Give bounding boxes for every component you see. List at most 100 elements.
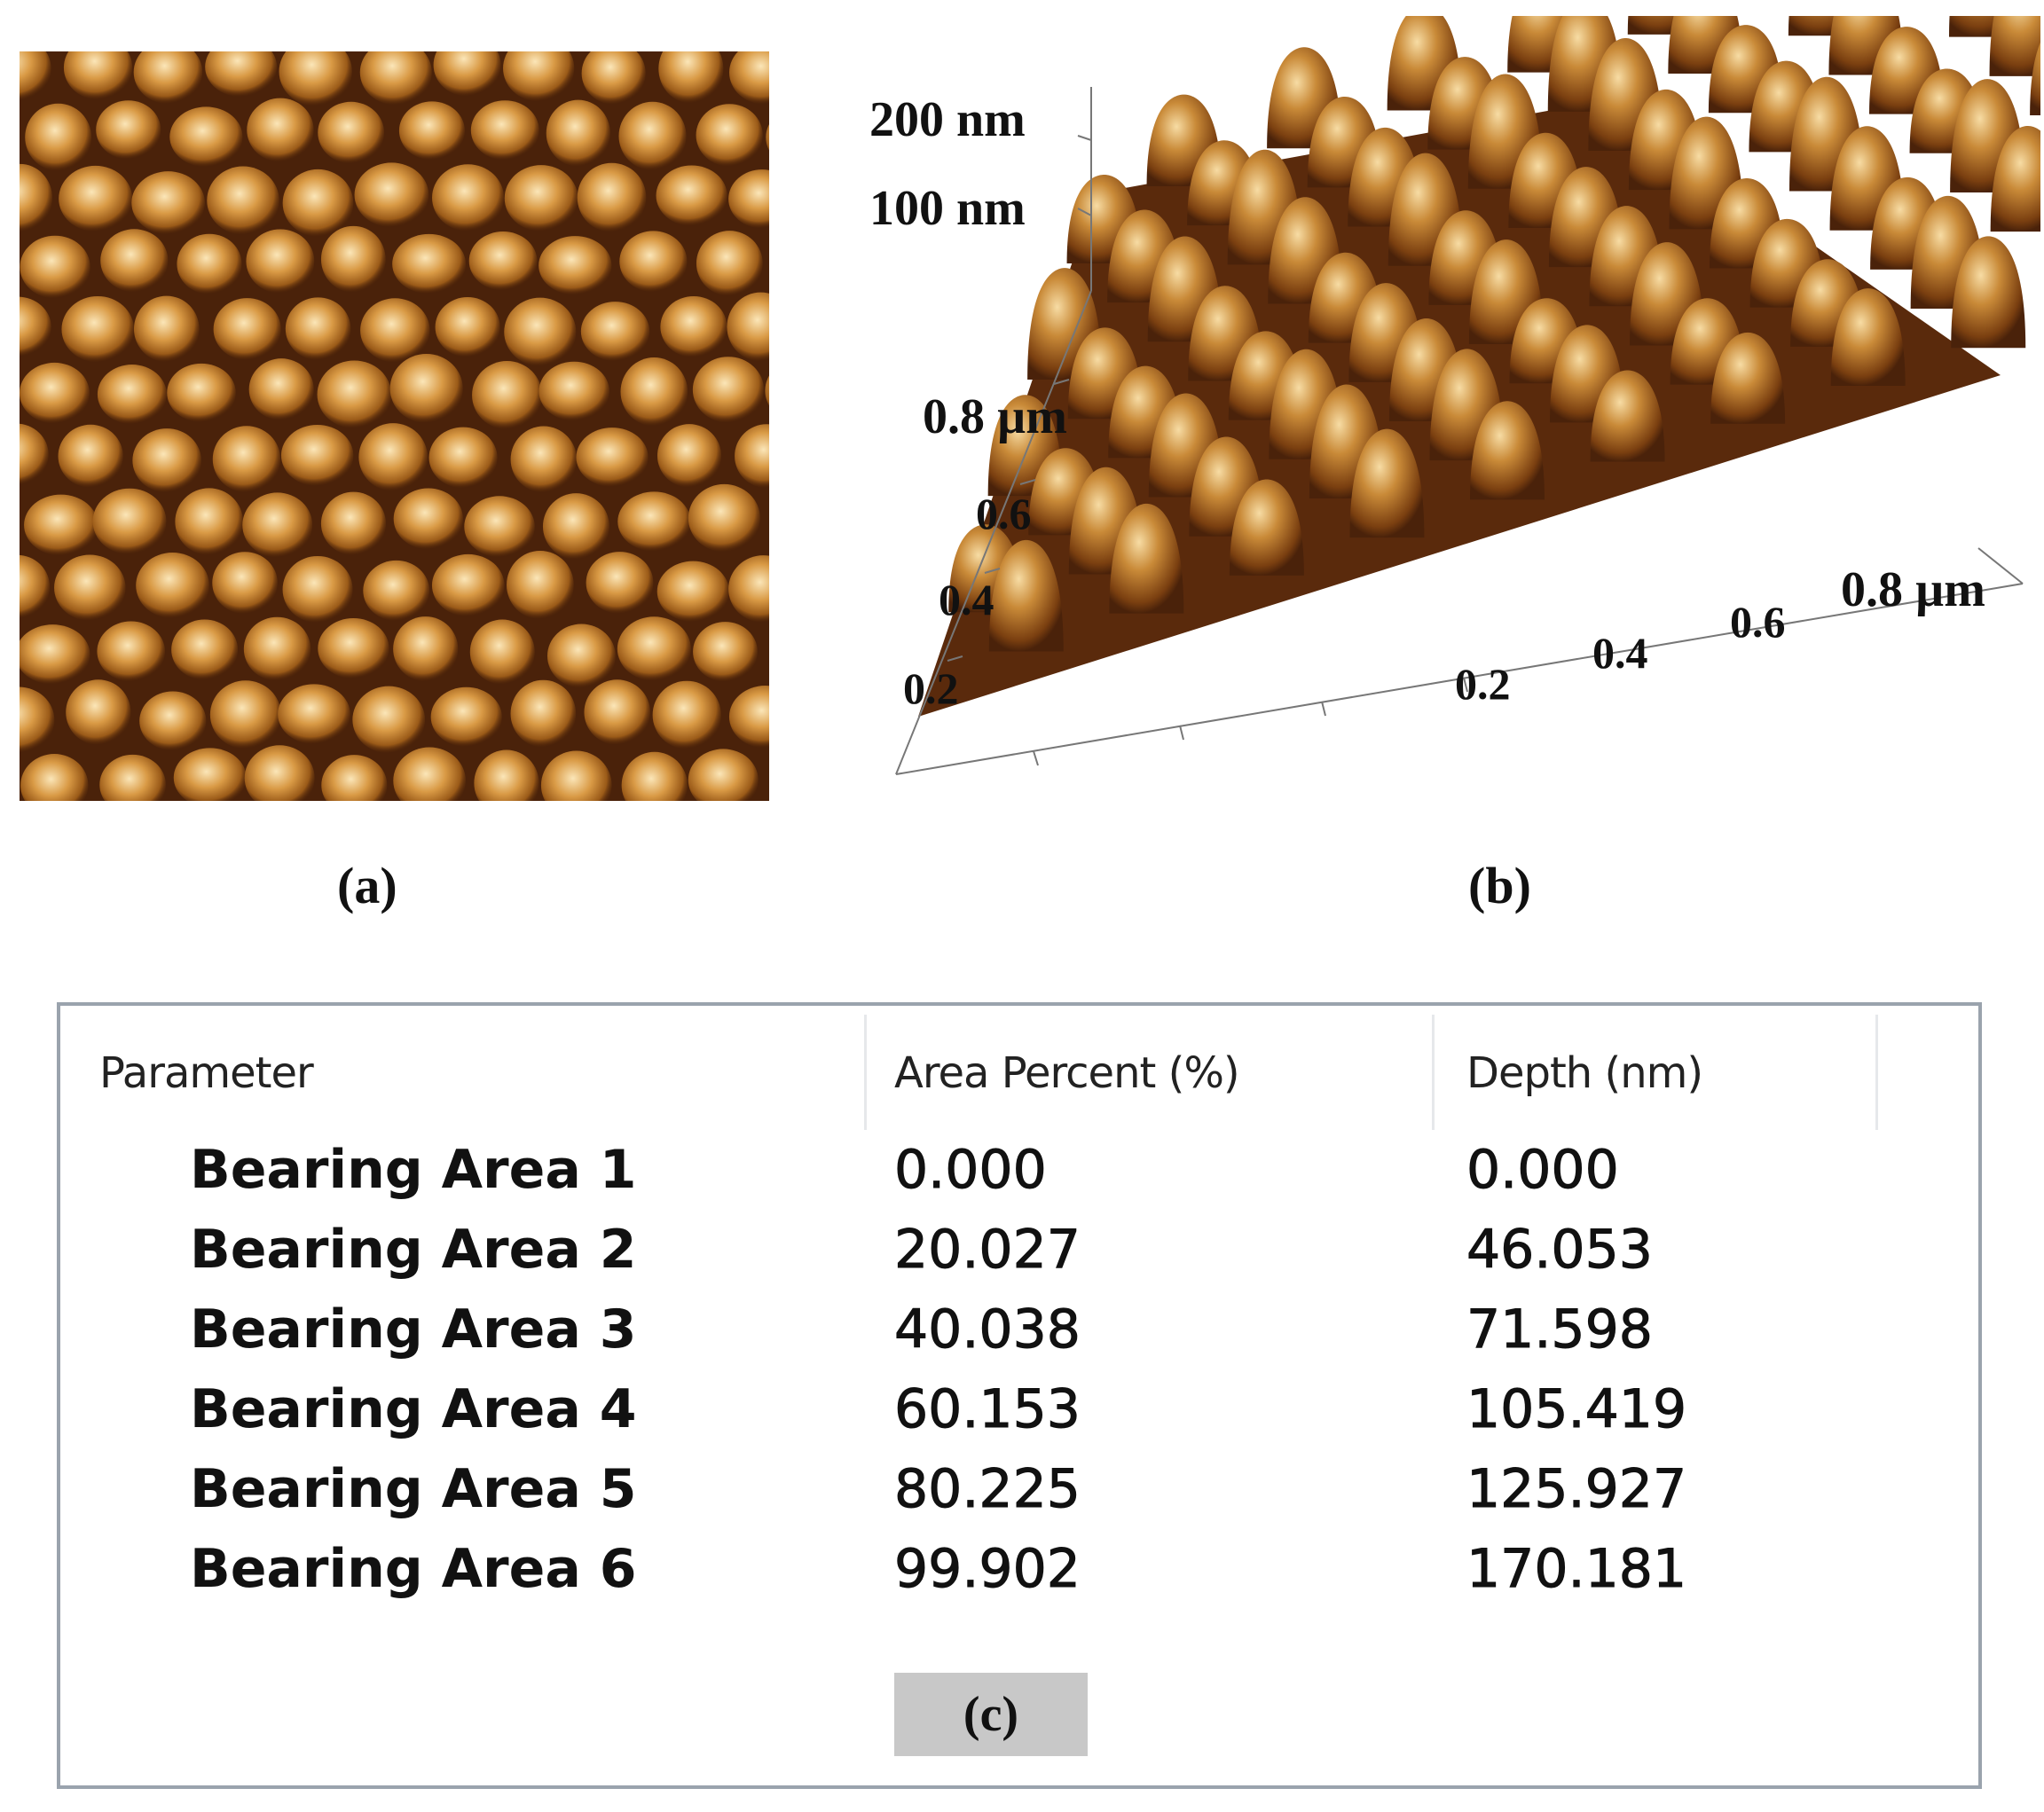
surface-bump: [617, 616, 691, 681]
surface-bump: [167, 363, 236, 422]
row-area-percent: 60.153: [894, 1378, 1081, 1441]
surface-bump: [1590, 370, 1665, 462]
row-label: Bearing Area 3: [190, 1298, 637, 1361]
surface-bump: [688, 483, 760, 553]
surface-bump: [280, 424, 354, 487]
surface-bump: [209, 680, 281, 749]
row-label: Bearing Area 4: [190, 1378, 637, 1440]
surface-bump: [139, 691, 207, 751]
surface-bump: [282, 169, 354, 237]
surface-bump: [580, 302, 650, 362]
surface-bump: [212, 426, 281, 493]
surface-bump: [503, 51, 575, 102]
surface-bump: [539, 361, 609, 421]
row-label: Bearing Area 6: [190, 1538, 637, 1600]
surface-bump: [24, 494, 98, 556]
surface-bump: [320, 491, 386, 555]
surface-bump: [96, 100, 161, 160]
surface-bump: [2030, 42, 2040, 115]
surface-bump: [656, 561, 729, 623]
surface-bump: [244, 745, 315, 801]
header-area-percent: Area Percent (%): [894, 1048, 1240, 1098]
surface-bump: [430, 686, 502, 747]
surface-bump: [393, 616, 459, 682]
caption-c: (c): [963, 1687, 1019, 1742]
surface-bump: [660, 295, 727, 357]
surface-bump: [540, 750, 612, 801]
bearing-area-table: Parameter Area Percent (%) Depth (nm) Be…: [57, 1002, 1982, 1789]
surface-bump: [656, 424, 721, 488]
axes: [895, 87, 2024, 775]
surface-bump: [321, 755, 388, 801]
header-parameter: Parameter: [99, 1048, 314, 1098]
surface-bump: [617, 491, 691, 552]
surface-bump: [173, 748, 247, 801]
surface-bump: [728, 686, 769, 749]
surface-bump: [1109, 503, 1184, 614]
surface-bump: [621, 751, 688, 801]
surface-bump: [175, 488, 243, 555]
surface-bump: [20, 624, 90, 685]
surface-bump: [133, 295, 200, 363]
row-label: Bearing Area 1: [190, 1139, 637, 1201]
y-label-0.8: 0.8 µm: [923, 389, 1067, 444]
surface-bump: [1990, 125, 2040, 232]
x-label-0.6: 0.6: [1730, 597, 1786, 647]
surface-bump: [546, 624, 616, 688]
surface-bump: [99, 754, 166, 801]
x-label-0.8: 0.8 µm: [1841, 562, 1985, 617]
row-depth: 46.053: [1466, 1219, 1654, 1282]
surface-bump: [433, 51, 501, 97]
surface-bump: [354, 162, 429, 228]
surface-bump: [542, 493, 609, 560]
surface-bump: [988, 539, 1064, 652]
surface-bump: [282, 555, 353, 624]
surface-bump: [546, 99, 610, 167]
surface-bump: [652, 680, 721, 749]
x-axis-line: [895, 583, 2024, 775]
surface-bump: [510, 679, 577, 748]
surface-bump: [581, 51, 646, 105]
surface-bump: [177, 233, 242, 294]
surface-bump: [1710, 332, 1786, 424]
surface-bump: [212, 552, 278, 615]
surface-bump: [469, 619, 535, 685]
row-depth: 71.598: [1466, 1298, 1654, 1361]
surface-bump: [61, 295, 134, 363]
caption-b: (b): [1468, 857, 1531, 914]
surface-bump: [765, 375, 769, 406]
surface-bump: [728, 555, 769, 623]
surface-bump: [136, 553, 209, 619]
row-area-percent: 99.902: [894, 1538, 1081, 1601]
surface-bump: [586, 552, 654, 614]
header-depth: Depth (nm): [1466, 1048, 1703, 1098]
z-label-100nm: 100 nm: [869, 181, 1026, 236]
surface-bump: [728, 169, 769, 229]
surface-bump: [278, 684, 350, 744]
surface-bump: [468, 231, 538, 291]
row-label: Bearing Area 5: [190, 1458, 637, 1520]
afm-3d-topography: 200 nm 100 nm 0.8 µm 0.6 0.4 0.2 0.2 0.4…: [852, 16, 2040, 805]
surface-bump: [171, 619, 239, 680]
surface-bump: [576, 428, 649, 487]
row-area-percent: 0.000: [894, 1139, 1048, 1202]
surface-bump: [688, 749, 759, 801]
surface-bump: [20, 423, 49, 486]
surface-bump: [432, 164, 505, 231]
header-separator: [1875, 1015, 1878, 1130]
row-depth: 125.927: [1466, 1458, 1687, 1521]
surface-bump: [318, 101, 385, 164]
z-label-200nm: 200 nm: [869, 92, 1026, 147]
afm-2d-height-map: [20, 51, 769, 801]
surface-bump: [97, 621, 165, 682]
surface-bump: [1830, 288, 1906, 386]
surface-bump: [20, 686, 55, 753]
surface-bump: [474, 749, 539, 801]
surface-bump: [20, 235, 90, 299]
caption-a: (a): [337, 857, 397, 914]
surface-bump: [510, 426, 578, 493]
surface-bump: [766, 124, 769, 151]
surface-bump: [20, 554, 51, 619]
surface-bump: [318, 617, 389, 679]
surface-bump: [1349, 428, 1425, 538]
